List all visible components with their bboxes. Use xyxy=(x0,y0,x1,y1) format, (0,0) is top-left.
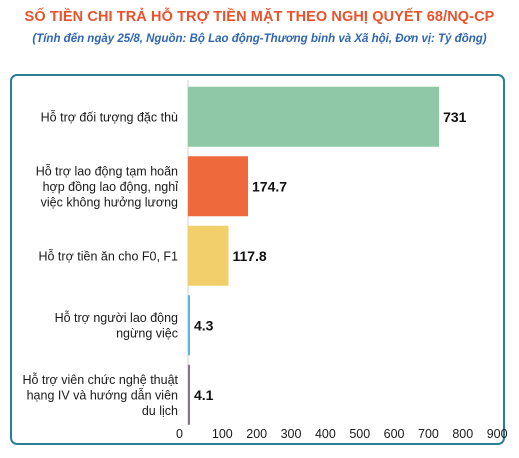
chart-subtitle: (Tính đến ngày 25/8, Nguồn: Bộ Lao động-… xyxy=(32,33,487,45)
x-tick-label: 600 xyxy=(384,427,405,441)
category-label: Hỗ trợ người lao động ngừng việc xyxy=(55,310,178,341)
category-label: Hỗ trợ viên chức nghệ thuật hạng IV và hư… xyxy=(22,372,178,418)
bar xyxy=(188,295,190,356)
bar xyxy=(188,364,190,425)
bar xyxy=(188,86,440,147)
bar-value-label: 4.1 xyxy=(194,387,214,403)
bar-value-label: 4.3 xyxy=(194,317,214,333)
category-label: Hỗ trợ tiền ăn cho F0, F1 xyxy=(38,248,178,263)
x-tick-label: 0 xyxy=(176,427,183,441)
x-tick-label: 500 xyxy=(349,427,370,441)
x-tick-label: 400 xyxy=(315,427,336,441)
chart-title: SỐ TIỀN CHI TRẢ HỖ TRỢ TIỀN MẶT THEO NGH… xyxy=(24,9,495,25)
bar-value-label: 731 xyxy=(443,109,467,125)
bar xyxy=(188,225,229,286)
x-tick-label: 200 xyxy=(246,427,267,441)
bar xyxy=(188,156,249,217)
category-label: Hỗ trợ đối tượng đặc thù xyxy=(41,109,178,124)
x-tick-label: 700 xyxy=(418,427,439,441)
x-tick-label: 800 xyxy=(452,427,473,441)
chart-frame xyxy=(10,74,505,445)
category-label: Hỗ trợ lao động tạm hoãn hợp đồng lao độn… xyxy=(36,163,179,209)
bar-value-label: 174.7 xyxy=(252,178,287,194)
x-tick-label: 900 xyxy=(487,427,508,441)
bar-value-label: 117.8 xyxy=(232,248,266,264)
x-tick-label: 300 xyxy=(281,427,302,441)
x-tick-label: 100 xyxy=(212,427,233,441)
